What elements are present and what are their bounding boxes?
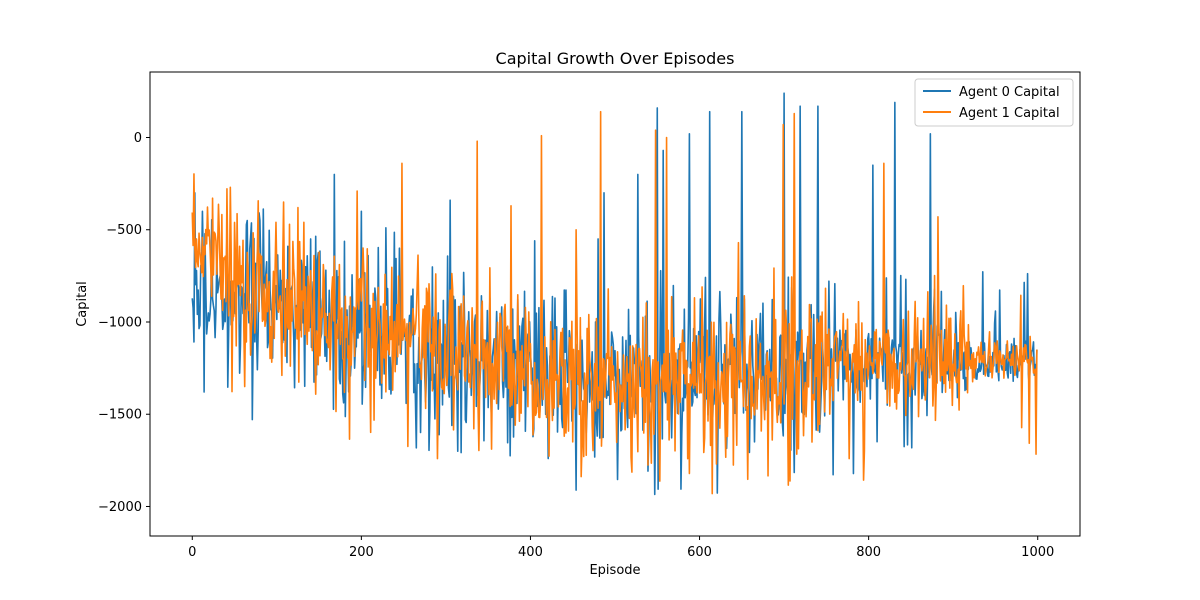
legend: Agent 0 Capital Agent 1 Capital (914, 78, 1074, 127)
y-axis-label: Capital (75, 281, 90, 327)
y-tick-label: −2000 (98, 500, 142, 515)
series-layer (191, 92, 1038, 496)
x-tick-label: 600 (687, 545, 712, 560)
legend-label-agent-0: Agent 0 Capital (959, 85, 1060, 100)
chart-title: Capital Growth Over Episodes (496, 49, 735, 68)
y-tick-label: −500 (106, 223, 142, 238)
x-tick-label: 200 (349, 545, 374, 560)
x-axis-ticks: 0 200 400 600 800 1000 (188, 536, 1054, 560)
plot-frame (149, 71, 1081, 537)
x-tick-label: 0 (188, 545, 196, 560)
series-line-agent-0 (191, 92, 1038, 496)
x-tick-label: 1000 (1021, 545, 1054, 560)
series-line-agent-1 (191, 110, 1038, 495)
x-tick-label: 800 (856, 545, 881, 560)
legend-label-agent-1: Agent 1 Capital (959, 106, 1060, 121)
legend-box (914, 78, 1074, 127)
y-tick-label: −1500 (98, 408, 142, 423)
x-tick-label: 400 (518, 545, 543, 560)
y-tick-label: −1000 (98, 315, 142, 330)
x-axis-label: Episode (589, 563, 640, 578)
y-axis-ticks: 0 −500 −1000 −1500 −2000 (98, 131, 150, 515)
y-tick-label: 0 (134, 131, 142, 146)
